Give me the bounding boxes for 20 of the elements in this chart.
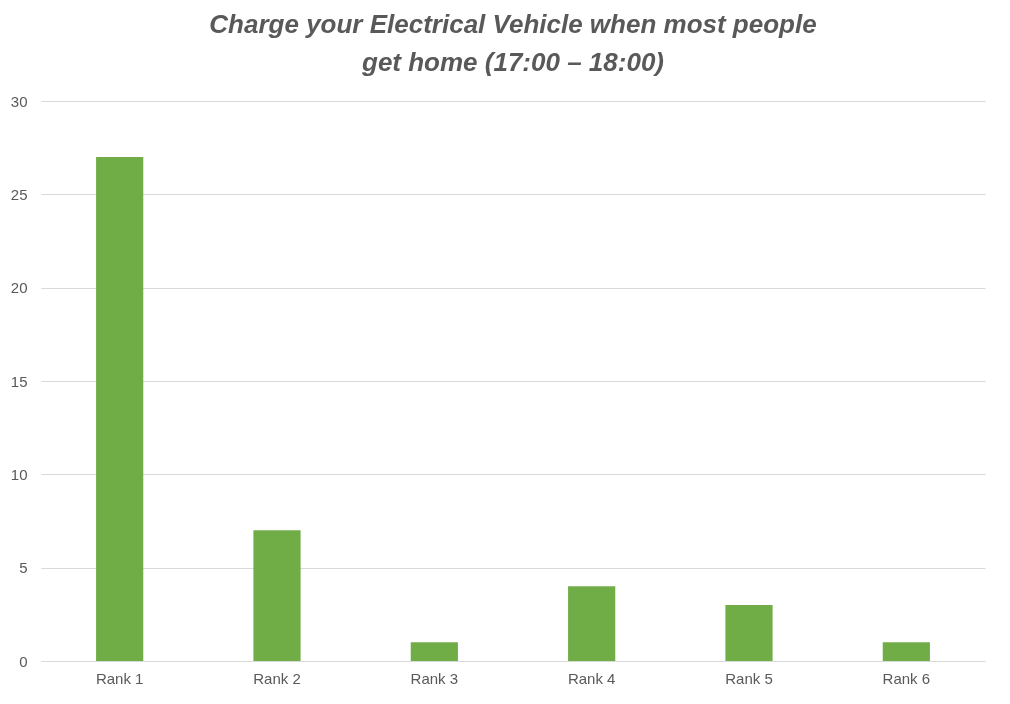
- y-tick-label: 5: [19, 559, 28, 577]
- y-tick-label: 0: [19, 652, 28, 670]
- x-tick-label: Rank 1: [95, 669, 144, 687]
- chart-title: Charge your Electrical Vehicle when most people get home (17:00 – 18:00): [209, 9, 817, 77]
- bar: [253, 530, 301, 661]
- bar: [882, 642, 930, 661]
- bar: [96, 157, 144, 661]
- y-tick-label: 10: [10, 465, 28, 483]
- y-tick-label: 15: [10, 372, 28, 390]
- x-tick-label: Rank 6: [882, 669, 931, 687]
- bar: [410, 642, 458, 661]
- x-tick-label: Rank 4: [567, 669, 616, 687]
- y-tick-label: 30: [10, 92, 28, 110]
- x-tick-label: Rank 2: [253, 669, 301, 687]
- bar: [568, 586, 616, 661]
- x-tick-label: Rank 5: [725, 669, 773, 687]
- bar: [725, 605, 773, 661]
- y-tick-label: 20: [10, 279, 28, 297]
- y-tick-label: 25: [10, 185, 28, 203]
- x-tick-label: Rank 3: [410, 669, 459, 687]
